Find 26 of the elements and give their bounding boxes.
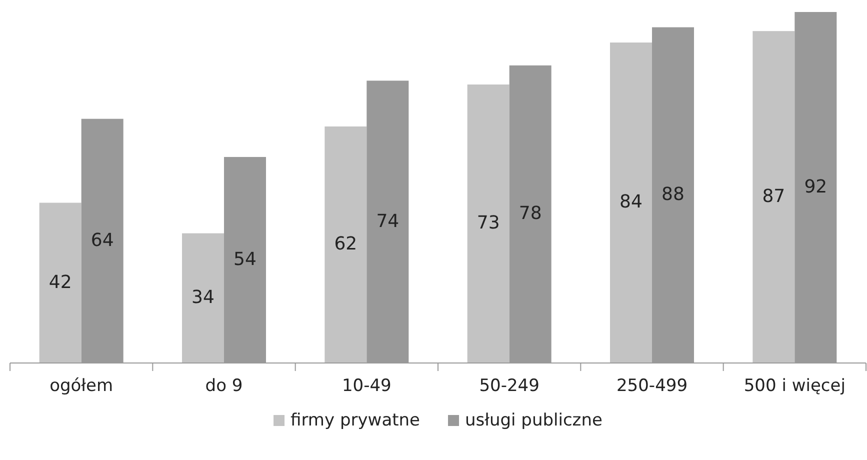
x-tick-label: 50-249: [479, 376, 540, 396]
bar: [182, 233, 224, 363]
bar: [610, 42, 652, 363]
data-label: 34: [192, 287, 214, 308]
data-label: 54: [234, 248, 256, 270]
data-label: 88: [662, 184, 684, 206]
bar: [752, 31, 795, 363]
data-label: 87: [762, 186, 786, 207]
bar: [467, 84, 510, 363]
data-label: 73: [476, 212, 500, 234]
legend-label: firmy prywatne: [290, 410, 420, 431]
data-label: 42: [48, 272, 72, 293]
bar: [324, 126, 367, 363]
x-tick-label: 250-499: [616, 376, 688, 396]
x-tick-label: ogółem: [50, 376, 114, 396]
data-label: 64: [90, 230, 114, 251]
data-label: 74: [376, 210, 400, 232]
data-label: 78: [518, 203, 542, 224]
bar: [39, 202, 82, 363]
x-tick-label: 500 i więcej: [744, 376, 846, 396]
x-tick-label: 10-49: [342, 376, 392, 396]
data-label: 92: [804, 176, 828, 198]
legend-label: usługi publiczne: [465, 410, 602, 431]
x-tick-label: do 9: [205, 376, 243, 396]
data-label: 62: [334, 234, 358, 255]
data-label: 84: [620, 192, 642, 213]
